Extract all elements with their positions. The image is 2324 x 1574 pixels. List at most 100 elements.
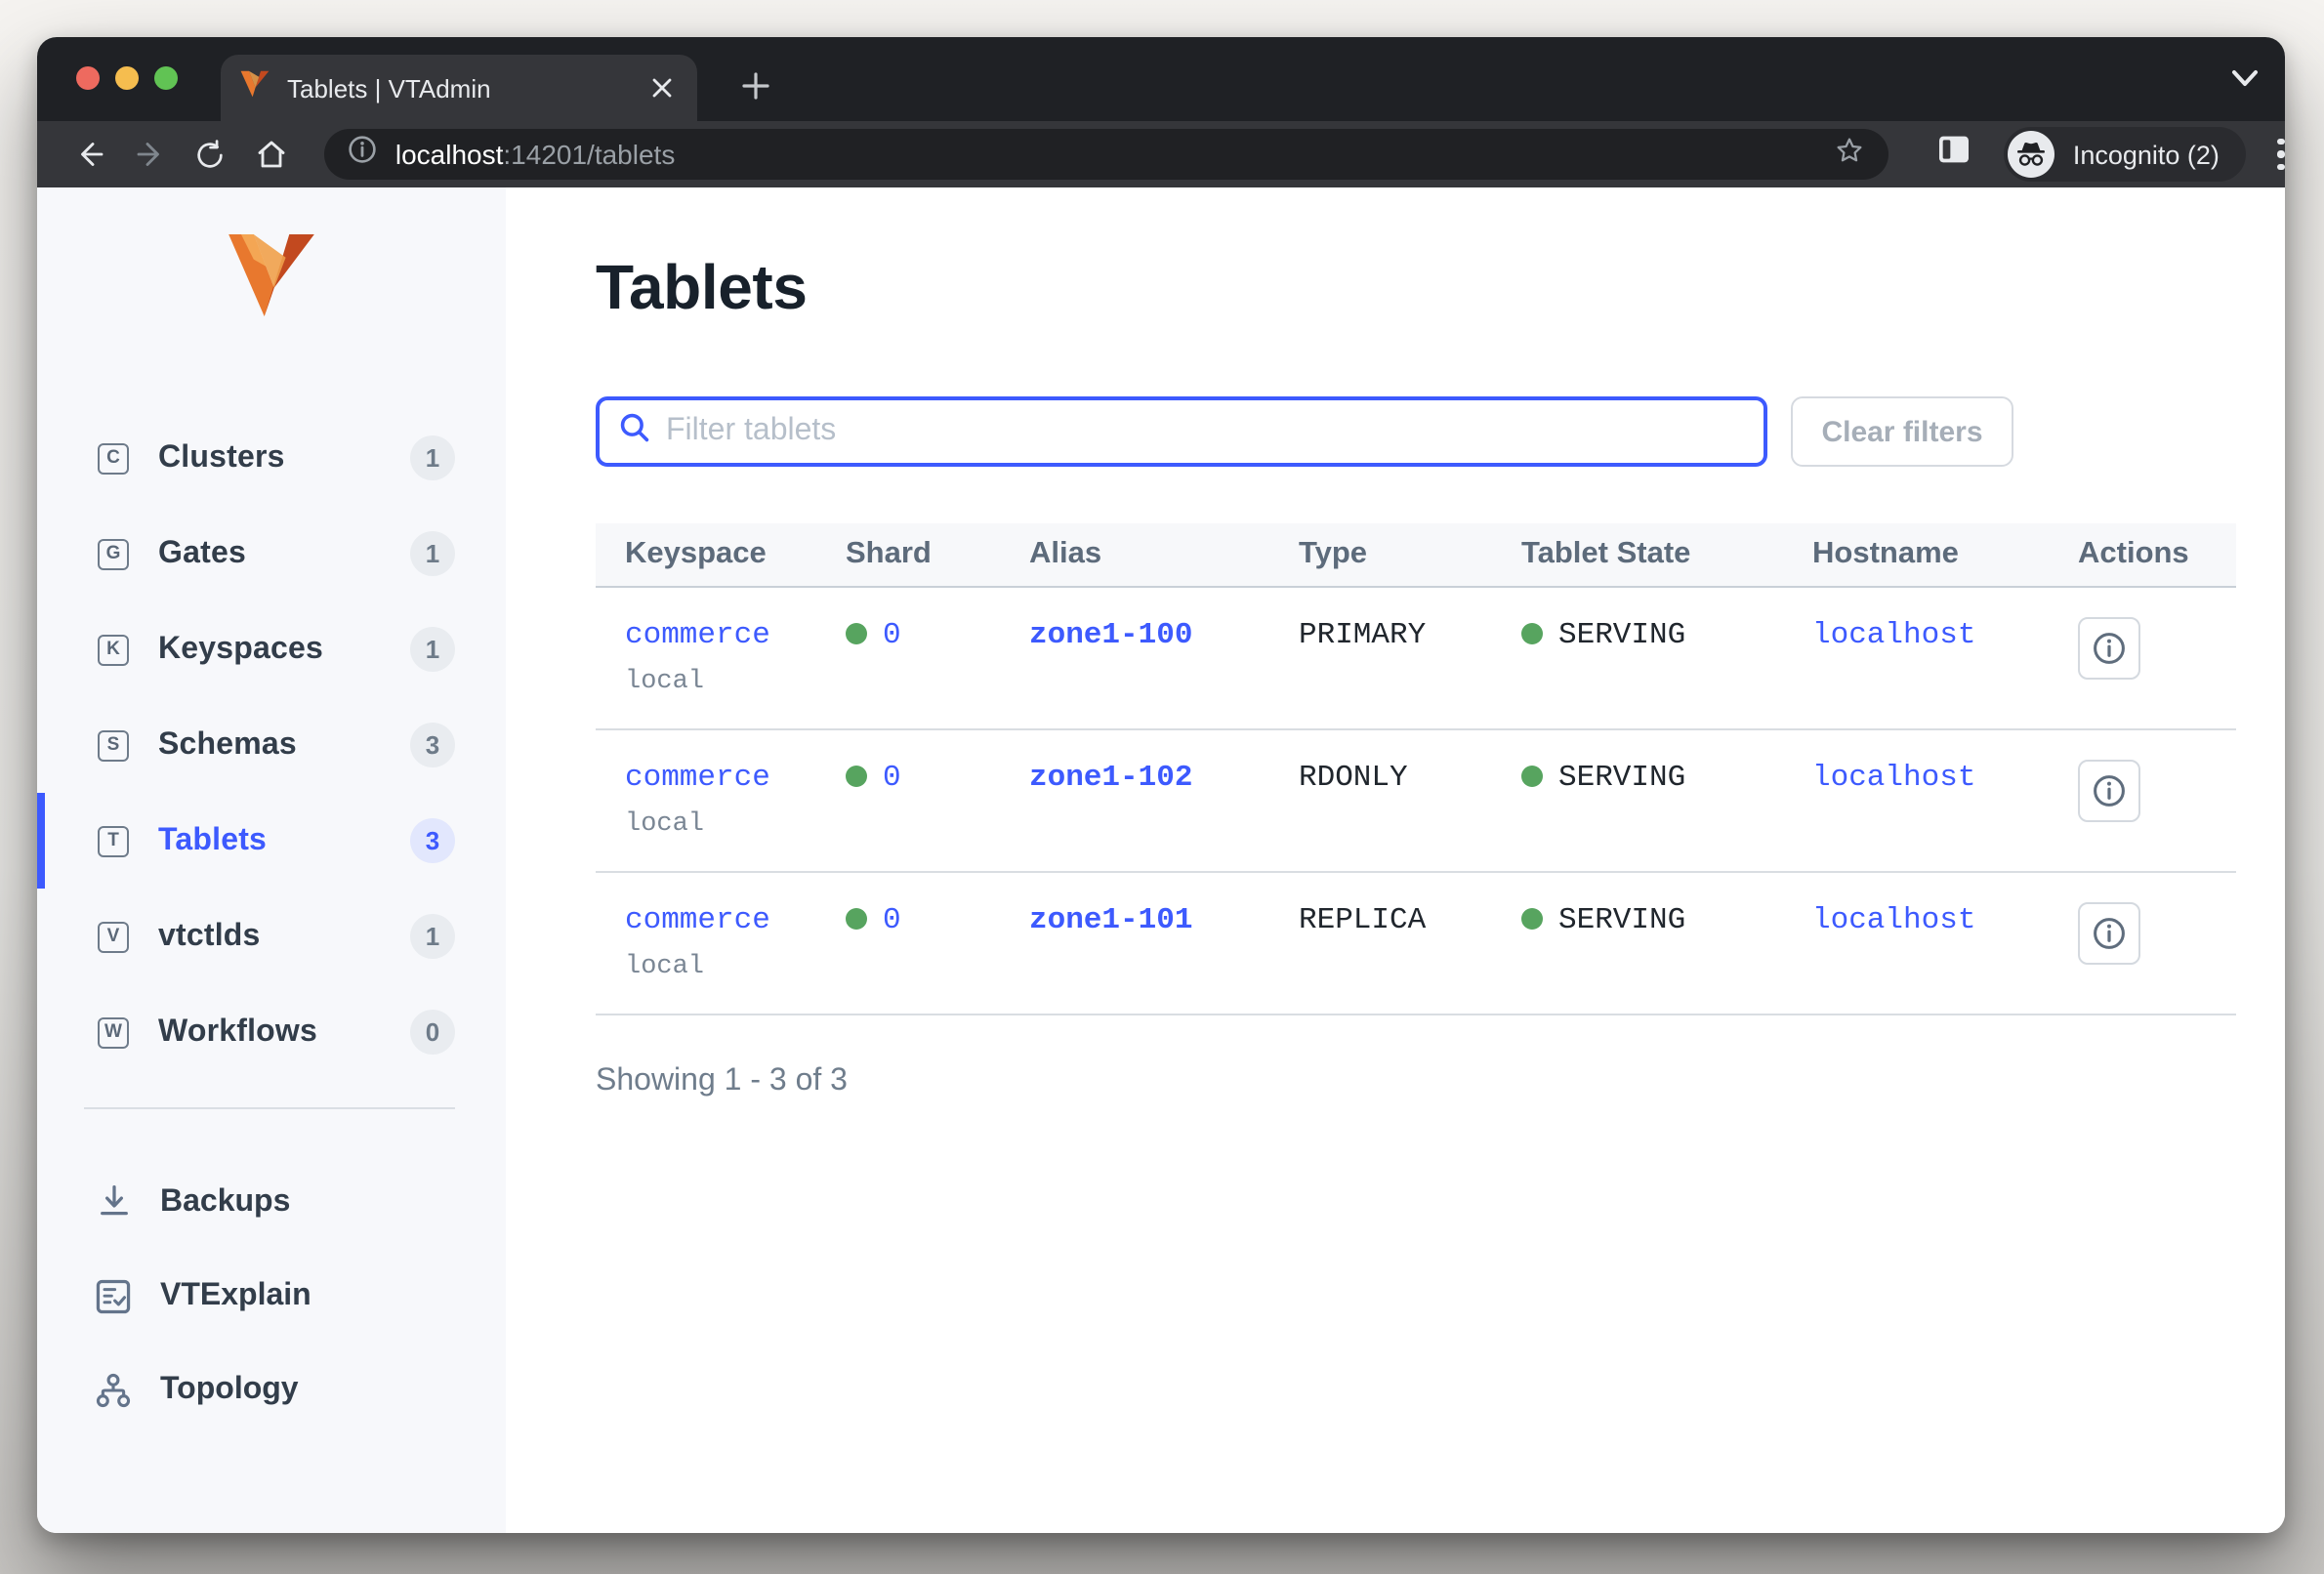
tablet-info-button[interactable] <box>2078 901 2140 964</box>
browser-toolbar: localhost:14201/tablets Incognito (2) <box>37 121 2285 187</box>
vtctlds-letter-icon: V <box>98 921 129 952</box>
close-window-button[interactable] <box>76 66 100 90</box>
sidebar-item-workflows[interactable]: W Workflows 0 <box>37 984 506 1080</box>
reload-icon[interactable] <box>185 129 235 180</box>
serving-status-dot <box>1521 908 1543 930</box>
tablets-letter-icon: T <box>98 825 129 856</box>
site-info-icon[interactable] <box>349 135 378 174</box>
sidebar-item-keyspaces[interactable]: K Keyspaces 1 <box>37 601 506 697</box>
sidebar-item-backups[interactable]: Backups <box>37 1156 506 1250</box>
browser-tab-strip: Tablets | VTAdmin <box>37 37 2285 121</box>
download-icon <box>94 1185 133 1221</box>
tablet-info-button[interactable] <box>2078 616 2140 679</box>
shard-link[interactable]: 0 <box>883 901 901 936</box>
hostname-link[interactable]: localhost <box>1812 901 1976 936</box>
tablet-alias-link[interactable]: zone1-101 <box>1029 901 1193 936</box>
tablet-type: PRIMARY <box>1299 616 1427 651</box>
back-icon[interactable] <box>64 129 115 180</box>
column-header-keyspace: Keyspace <box>596 523 846 587</box>
table-row: commerce local 0 zone1-102 RDONLY SERVING… <box>596 728 2236 872</box>
incognito-label: Incognito (2) <box>2072 140 2220 169</box>
filter-input-container <box>596 396 1767 467</box>
tablets-count-badge: 3 <box>410 818 455 863</box>
topology-graph-icon <box>94 1373 133 1408</box>
sidebar-item-vtctlds[interactable]: V vtctlds 1 <box>37 889 506 984</box>
sidebar-item-tablets[interactable]: T Tablets 3 <box>37 793 506 889</box>
tablet-state: SERVING <box>1558 759 1686 794</box>
sidebar-item-vtexplain[interactable]: VTExplain <box>37 1250 506 1344</box>
vitess-logo[interactable] <box>37 234 506 320</box>
column-header-tablet-state: Tablet State <box>1521 523 1812 587</box>
tablet-state: SERVING <box>1558 901 1686 936</box>
minimize-window-button[interactable] <box>115 66 139 90</box>
column-header-alias: Alias <box>1029 523 1299 587</box>
sidebar-item-gates[interactable]: G Gates 1 <box>37 506 506 601</box>
cluster-name: local <box>625 667 705 696</box>
shard-link[interactable]: 0 <box>883 616 901 651</box>
keyspace-link[interactable]: commerce <box>625 616 770 651</box>
workflows-count-badge: 0 <box>410 1010 455 1055</box>
sidebar-item-clusters[interactable]: C Clusters 1 <box>37 410 506 506</box>
column-header-shard: Shard <box>846 523 1029 587</box>
shard-status-dot <box>846 908 867 930</box>
home-icon[interactable] <box>245 129 296 180</box>
sidebar-nav: C Clusters 1 G Gates 1 K Keyspaces 1 S S… <box>37 410 506 1080</box>
sidebar-item-topology[interactable]: Topology <box>37 1344 506 1437</box>
workflows-letter-icon: W <box>98 1016 129 1048</box>
cluster-name: local <box>625 952 705 981</box>
schemas-letter-icon: S <box>98 729 129 761</box>
new-tab-button[interactable] <box>732 62 779 109</box>
tab-title: Tablets | VTAdmin <box>287 73 491 103</box>
sidebar-utility-nav: Backups VTExplain Topology <box>37 1156 506 1437</box>
sidebar-item-schemas[interactable]: S Schemas 3 <box>37 697 506 793</box>
zoom-window-button[interactable] <box>154 66 178 90</box>
hostname-link[interactable]: localhost <box>1812 616 1976 651</box>
serving-status-dot <box>1521 623 1543 644</box>
filter-tablets-input[interactable] <box>666 414 1744 449</box>
table-row: commerce local 0 zone1-101 REPLICA SERVIN… <box>596 871 2236 1015</box>
side-panel-icon[interactable] <box>1938 135 1971 174</box>
shard-status-dot <box>846 623 867 644</box>
clusters-count-badge: 1 <box>410 435 455 480</box>
tablet-type: RDONLY <box>1299 759 1408 794</box>
shard-status-dot <box>846 766 867 787</box>
shard-link[interactable]: 0 <box>883 759 901 794</box>
keyspace-link[interactable]: commerce <box>625 901 770 936</box>
document-check-icon <box>94 1279 133 1314</box>
tablet-type: REPLICA <box>1299 901 1427 936</box>
browser-tab[interactable]: Tablets | VTAdmin <box>221 55 697 121</box>
window-controls <box>76 66 178 90</box>
tablet-info-button[interactable] <box>2078 759 2140 821</box>
incognito-badge[interactable]: Incognito (2) <box>2004 127 2247 182</box>
page-title: Tablets <box>596 252 808 322</box>
forward-icon[interactable] <box>125 129 176 180</box>
tab-close-icon[interactable] <box>646 72 678 104</box>
browser-menu-icon[interactable] <box>2277 138 2285 171</box>
bookmark-star-icon[interactable] <box>1835 134 1866 175</box>
gates-count-badge: 1 <box>410 531 455 576</box>
browser-window: Tablets | VTAdmin localhos <box>37 37 2285 1533</box>
gates-letter-icon: G <box>98 538 129 569</box>
sidebar: C Clusters 1 G Gates 1 K Keyspaces 1 S S… <box>37 187 506 1533</box>
clear-filters-button[interactable]: Clear filters <box>1791 396 2013 467</box>
tablets-table: Keyspace Shard Alias Type Tablet State H… <box>596 523 2236 1015</box>
address-bar[interactable]: localhost:14201/tablets <box>324 129 1889 180</box>
pagination-summary: Showing 1 - 3 of 3 <box>596 1063 848 1097</box>
vitess-favicon <box>240 69 270 106</box>
clusters-letter-icon: C <box>98 442 129 474</box>
table-row: commerce local 0 zone1-100 PRIMARY SERVIN… <box>596 586 2236 729</box>
column-header-type: Type <box>1299 523 1521 587</box>
hostname-link[interactable]: localhost <box>1812 759 1976 794</box>
keyspaces-letter-icon: K <box>98 634 129 665</box>
tab-search-chevron-icon[interactable] <box>2230 62 2260 98</box>
cluster-name: local <box>625 809 705 839</box>
keyspace-link[interactable]: commerce <box>625 759 770 794</box>
tablet-alias-link[interactable]: zone1-102 <box>1029 759 1193 794</box>
sidebar-divider <box>84 1107 455 1109</box>
main-content: Tablets Clear filters Keyspace <box>506 187 2285 1533</box>
incognito-icon <box>2008 131 2055 178</box>
column-header-hostname: Hostname <box>1812 523 2078 587</box>
tablet-alias-link[interactable]: zone1-100 <box>1029 616 1193 651</box>
table-header-row: Keyspace Shard Alias Type Tablet State H… <box>596 523 2236 587</box>
